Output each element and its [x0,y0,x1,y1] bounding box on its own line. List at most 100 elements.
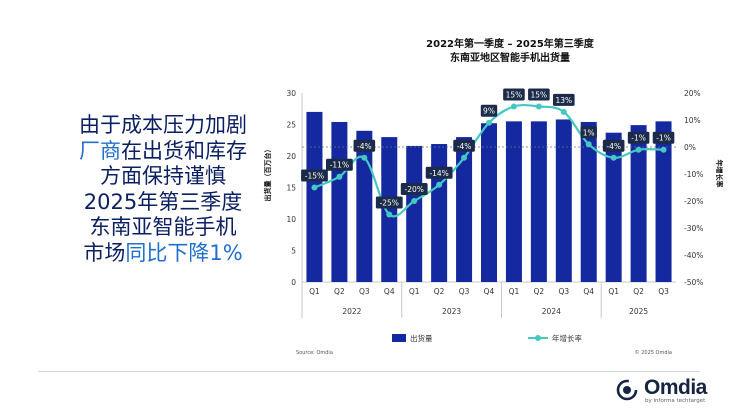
growth-label-box [580,126,597,139]
growth-label: -4% [606,142,621,151]
y2-tick-label: 20% [684,89,701,98]
growth-label: 1% [583,128,595,137]
chart-title: 2022年第一季度 – 2025年第三季度 东南亚地区智能手机出货量 [300,38,720,66]
growth-label: -25% [380,199,399,208]
headline: 由于成本压力加剧 厂商在出货和库存 方面保持谨慎 2025年第三季度 东南亚智能… [38,113,288,266]
headline-highlight-1: 厂商 [79,138,121,163]
growth-label: -11% [330,161,349,170]
headline-line-1: 由于成本压力加剧 [79,113,247,137]
bar-shipments [406,145,423,282]
growth-label: 15% [531,91,548,100]
growth-label: -15% [305,172,324,181]
y-tick-label: 5 [291,247,296,256]
x-tick-label: Q2 [434,287,445,296]
bar-shipments [605,132,622,282]
growth-label-box [375,196,403,209]
y-axis-title: 出货量（百万台） [263,146,272,202]
growth-point [560,108,567,115]
year-label: 2025 [629,307,648,316]
growth-label-box [602,139,625,152]
headline-line-3: 方面保持谨慎 [100,164,226,188]
year-label: 2023 [442,307,461,316]
headline-highlight-2: 同比下降1% [125,240,243,265]
growth-label: 13% [555,96,572,105]
growth-label-box [326,158,353,171]
y-tick-label: 25 [286,121,296,130]
x-tick-label: Q3 [359,287,370,296]
headline-line-4: 2025年第三季度 [83,189,243,214]
bar-shipments [431,144,448,282]
footer-divider [38,371,700,372]
growth-label: -14% [429,169,448,178]
bar-shipments [356,130,373,282]
x-tick-label: Q4 [384,287,395,296]
x-tick-label: Q1 [509,287,520,296]
growth-point [635,146,642,153]
y2-tick-label: 10% [684,116,701,125]
growth-label-box [652,131,675,144]
y-tick-label: 0 [291,278,296,287]
y2-tick-label: -20% [684,197,703,206]
x-tick-label: Q1 [309,287,320,296]
headline-line-2: 厂商在出货和库存 [38,139,288,165]
logo-tagline: by informa techtarget [645,398,706,404]
x-tick-label: Q2 [633,287,644,296]
growth-label: -1% [656,134,671,143]
growth-point [436,181,443,188]
y-tick-label: 10 [286,215,296,224]
x-tick-label: Q2 [534,287,545,296]
headline-line-6-start: 市场 [83,240,126,265]
growth-label-box [528,88,550,101]
y2-tick-label: 0% [684,143,696,152]
y2-axis-title: 年增长率 [715,160,724,188]
growth-label: -20% [405,185,424,194]
y2-tick-label: -10% [684,170,703,179]
bar-shipments [580,121,597,282]
growth-point [361,154,368,161]
year-label: 2024 [542,307,561,316]
legend-line-marker [535,335,541,341]
year-label: 2022 [342,307,361,316]
bar-shipments [655,121,672,282]
x-tick-label: Q2 [334,287,345,296]
y-tick-label: 20 [286,152,296,161]
growth-label: -4% [457,142,472,151]
x-tick-label: Q1 [409,287,420,296]
growth-point [535,103,542,110]
legend-bar-label: 出货量 [410,333,433,343]
headline-line-2-rest: 在出货和库存 [121,138,247,163]
bar-shipments [456,137,473,282]
growth-label-box [480,104,498,117]
growth-label-box [353,139,376,152]
growth-point [610,154,617,161]
logo-name: Omdia [644,376,707,399]
omdia-logo-icon [616,379,638,401]
growth-point [660,146,667,153]
omdia-logo: Omdia by informa techtarget [616,376,726,406]
source-note: Source: Omdia [296,350,333,356]
x-tick-label: Q4 [583,287,594,296]
bar-shipments [555,119,572,283]
growth-label: -4% [357,142,372,151]
bar-shipments [505,121,522,282]
growth-point [585,141,592,148]
chart-title-line-2: 东南亚地区智能手机出货量 [450,53,570,64]
growth-point [461,154,468,161]
bar-shipments [481,123,497,283]
y2-tick-label: -30% [684,224,703,233]
y2-tick-label: -50% [684,278,703,287]
growth-label: -1% [631,134,646,143]
growth-label-box [627,131,650,144]
growth-label-box [453,139,475,152]
growth-label: 15% [506,91,523,100]
chart-title-line-1: 2022年第一季度 – 2025年第三季度 [426,39,594,50]
headline-line-5: 东南亚智能手机 [89,215,237,239]
bar-shipments [530,121,547,282]
copyright-note: © 2025 Omdia [635,349,672,356]
headline-line-6: 市场同比下降1% [38,241,288,267]
growth-label-box [425,166,453,179]
x-tick-label: Q3 [658,287,669,296]
bar-shipments [630,125,647,282]
growth-label-box [503,88,525,101]
growth-point [411,198,418,204]
